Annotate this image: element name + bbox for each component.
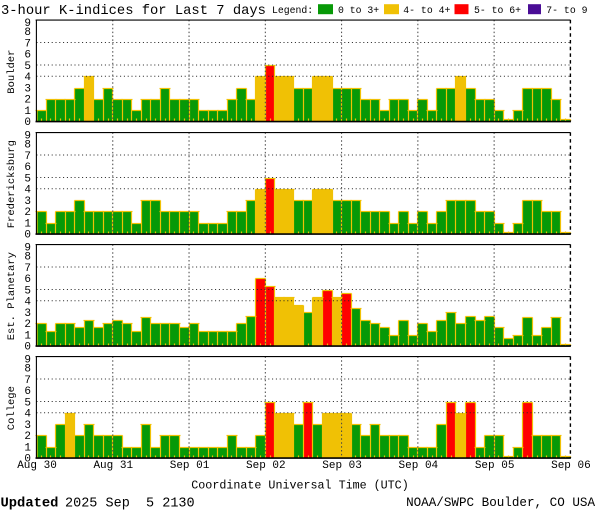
svg-text:2: 2	[24, 431, 31, 443]
svg-text:9: 9	[24, 243, 31, 255]
svg-text:5: 5	[24, 285, 31, 297]
svg-text:8: 8	[24, 363, 31, 375]
svg-text:2025 Sep 5 2130: 2025 Sep 5 2130	[65, 496, 195, 510]
svg-text:1: 1	[24, 106, 31, 118]
svg-text:6: 6	[24, 386, 31, 398]
svg-text:7: 7	[24, 375, 31, 387]
svg-text:5- to 6+: 5- to 6+	[474, 5, 521, 16]
svg-text:4: 4	[24, 185, 31, 197]
svg-text:2: 2	[24, 207, 31, 219]
svg-text:Fredericksburg: Fredericksburg	[6, 140, 18, 228]
svg-text:0: 0	[24, 342, 31, 354]
svg-text:Sep 06: Sep 06	[551, 460, 591, 472]
svg-text:7: 7	[24, 151, 31, 163]
svg-text:0: 0	[24, 230, 31, 242]
svg-text:Sep 03: Sep 03	[322, 460, 362, 472]
svg-text:7- to 9: 7- to 9	[546, 5, 587, 16]
svg-text:Aug 31: Aug 31	[93, 460, 133, 472]
svg-text:0: 0	[24, 117, 31, 129]
svg-text:2: 2	[24, 319, 31, 331]
svg-text:9: 9	[24, 355, 31, 367]
svg-text:Sep 05: Sep 05	[475, 460, 515, 472]
svg-text:Aug 30: Aug 30	[17, 460, 57, 472]
svg-text:3: 3	[24, 308, 31, 320]
svg-text:8: 8	[24, 27, 31, 39]
svg-text:6: 6	[24, 162, 31, 174]
svg-text:Coordinate Universal Time (UTC: Coordinate Universal Time (UTC)	[191, 479, 408, 493]
svg-text:Updated: Updated	[1, 495, 59, 510]
svg-text:3: 3	[24, 196, 31, 208]
svg-text:5: 5	[24, 397, 31, 409]
svg-text:6: 6	[24, 50, 31, 62]
svg-text:4: 4	[24, 72, 31, 84]
svg-text:Sep 01: Sep 01	[170, 460, 210, 472]
svg-text:3: 3	[24, 420, 31, 432]
svg-text:2: 2	[24, 95, 31, 107]
svg-text:7: 7	[24, 263, 31, 275]
svg-text:5: 5	[24, 61, 31, 73]
svg-text:4: 4	[24, 409, 31, 421]
svg-text:Sep 02: Sep 02	[246, 460, 286, 472]
svg-text:Boulder: Boulder	[6, 50, 18, 94]
svg-text:9: 9	[24, 131, 31, 143]
svg-text:8: 8	[24, 251, 31, 263]
svg-text:College: College	[6, 386, 18, 430]
svg-text:1: 1	[24, 442, 31, 454]
svg-text:NOAA/SWPC Boulder, CO USA: NOAA/SWPC Boulder, CO USA	[406, 496, 595, 510]
svg-text:0 to 3+: 0 to 3+	[338, 5, 379, 16]
svg-text:6: 6	[24, 274, 31, 286]
svg-text:4: 4	[24, 297, 31, 309]
svg-text:1: 1	[24, 330, 31, 342]
svg-text:1: 1	[24, 218, 31, 230]
svg-text:4- to 4+: 4- to 4+	[403, 5, 450, 16]
svg-text:3-hour K-indices for Last 7 da: 3-hour K-indices for Last 7 days	[1, 3, 266, 19]
svg-text:Est. Planetary: Est. Planetary	[6, 252, 18, 340]
svg-text:9: 9	[24, 18, 31, 30]
svg-text:Legend:: Legend:	[272, 5, 313, 16]
svg-text:0: 0	[24, 454, 31, 466]
svg-text:8: 8	[24, 139, 31, 151]
svg-text:Sep 04: Sep 04	[399, 460, 439, 472]
svg-text:3: 3	[24, 83, 31, 95]
svg-text:5: 5	[24, 173, 31, 185]
svg-text:7: 7	[24, 38, 31, 50]
